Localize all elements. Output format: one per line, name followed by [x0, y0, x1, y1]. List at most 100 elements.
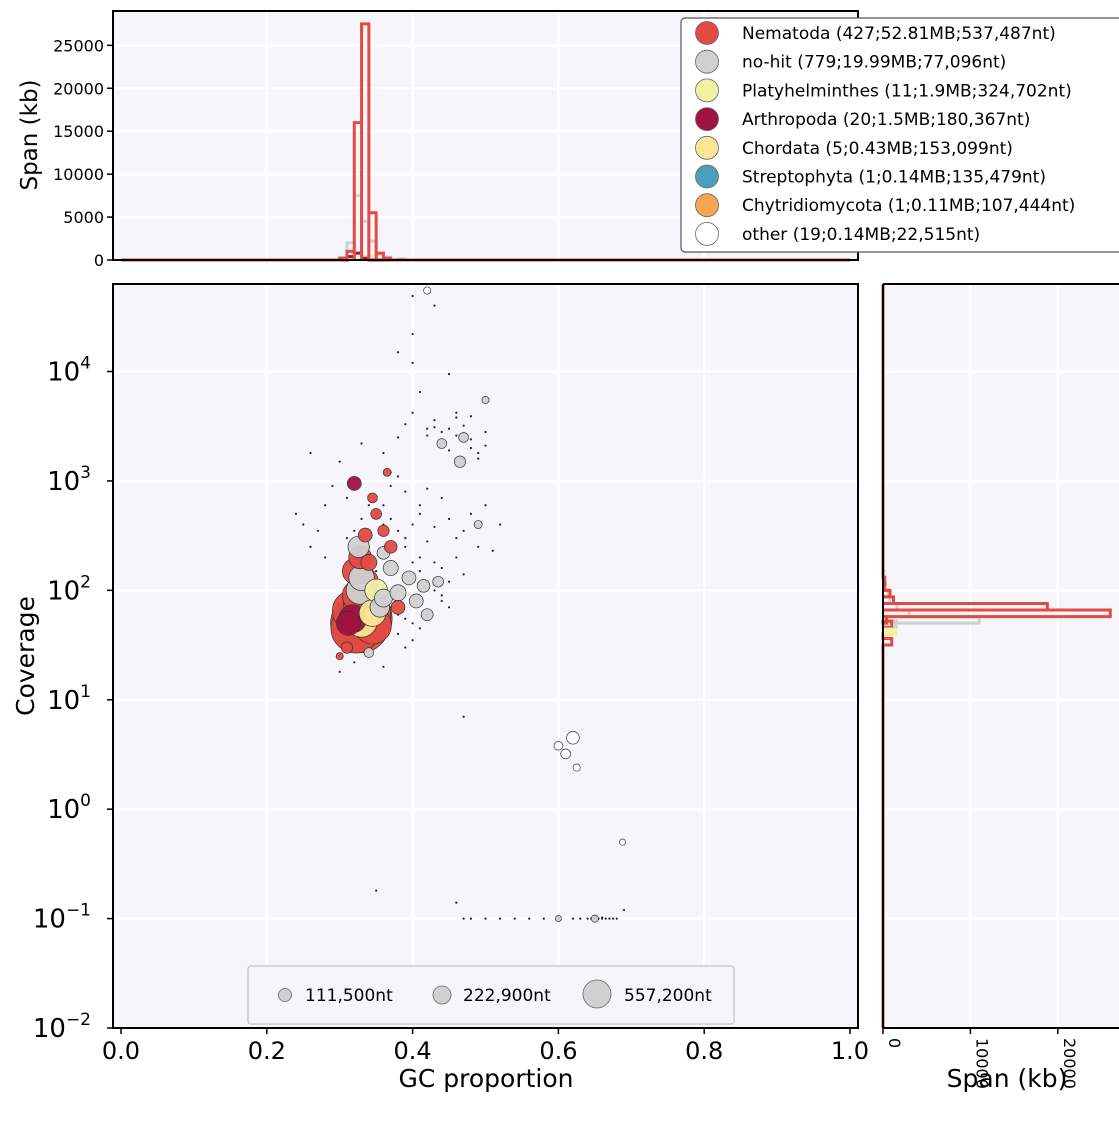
- scatter-xtick-label: 0.0: [102, 1037, 140, 1065]
- scatter-dot: [440, 430, 443, 434]
- taxon-legend-label: Nematoda (427;52.81MB;537,487nt): [742, 24, 1056, 44]
- scatter-dot: [389, 484, 392, 488]
- coverage-histogram-xtick-label: 20000: [1060, 1038, 1079, 1089]
- scatter-dot: [477, 457, 480, 460]
- scatter-dot: [498, 917, 502, 920]
- scatter-background: [113, 284, 858, 1028]
- scatter-dot: [447, 449, 451, 452]
- scatter-dot: [360, 442, 363, 445]
- taxon-legend-label: Arthropoda (20;1.5MB;180,367nt): [742, 110, 1030, 130]
- scatter-point: [357, 527, 373, 543]
- scatter-dot: [418, 390, 421, 394]
- coverage-histogram-grid: [883, 284, 1119, 1028]
- scatter-dot: [477, 545, 480, 548]
- scatter-point: [367, 492, 378, 504]
- scatter-dot: [447, 606, 451, 609]
- scatter-dot: [309, 451, 312, 455]
- gc-histogram-ytick-label: 15000: [53, 122, 104, 141]
- coverage-histogram-xlabel: Span (kb): [947, 1064, 1068, 1093]
- scatter-point: [560, 748, 571, 760]
- scatter-point: [590, 914, 599, 923]
- gc-histogram-ytick-label: 10000: [53, 165, 104, 184]
- scatter-point: [390, 599, 406, 615]
- scatter-dot: [440, 594, 443, 597]
- scatter-point: [572, 763, 581, 772]
- scatter-dot: [469, 917, 473, 920]
- scatter-dot: [469, 512, 473, 515]
- scatter-dot: [396, 632, 400, 635]
- scatter-dot: [433, 525, 436, 529]
- scatter-dot: [360, 517, 363, 520]
- scatter-dot: [447, 427, 451, 430]
- scatter-dot: [396, 475, 400, 478]
- scatter-dot: [426, 427, 429, 430]
- taxon-legend-label: other (19;0.14MB;22,515nt): [742, 225, 980, 245]
- gc-histogram-ytick-label: 0: [94, 251, 104, 270]
- scatter-dot: [484, 430, 487, 434]
- scatter-dot: [375, 569, 378, 573]
- coverage-histogram-background: [883, 284, 1119, 1028]
- taxon-legend: Nematoda (427;52.81MB;537,487nt) no-hit (…: [680, 17, 1119, 253]
- scatter-dot: [411, 561, 414, 564]
- taxon-legend-items: Nematoda (427;52.81MB;537,487nt) no-hit (…: [695, 21, 1075, 246]
- scatter-dot: [396, 529, 400, 532]
- scatter-dot: [426, 540, 429, 543]
- scatter-ytick-label: 104: [47, 354, 91, 388]
- scatter-ytick-label: 101: [47, 682, 91, 716]
- blob-scatter-panel: 111,500nt 222,900nt 557,200nt 0.0 0.2 0.4 0…: [11, 283, 869, 1093]
- scatter-dot: [433, 561, 436, 564]
- scatter-dot: [462, 917, 465, 920]
- coverage-histogram-xtick-label: 0: [885, 1038, 904, 1048]
- scatter-dot: [389, 517, 392, 520]
- scatter-dot: [353, 661, 356, 664]
- scatter-dot: [411, 294, 414, 298]
- scatter-point: [336, 610, 361, 636]
- scatter-dot: [345, 537, 349, 540]
- taxon-legend-marker: [695, 135, 719, 160]
- scatter-point: [408, 593, 424, 609]
- scatter-dot: [404, 537, 407, 540]
- taxon-legend-marker: [695, 164, 719, 189]
- scatter-dot: [411, 622, 414, 625]
- scatter-xtick-label: 0.4: [394, 1037, 432, 1065]
- coverage-histogram-step-platyhelminthes: [883, 627, 897, 636]
- scatter-dot: [404, 617, 407, 620]
- scatter-dot: [404, 490, 407, 493]
- scatter-point: [382, 467, 392, 477]
- scatter-point: [554, 915, 562, 923]
- scatter-dot: [615, 917, 618, 920]
- taxon-legend-marker: [695, 78, 719, 103]
- scatter-dot: [462, 424, 465, 427]
- scatter-point: [423, 286, 432, 295]
- scatter-xlabel: GC proportion: [399, 1064, 574, 1093]
- taxon-legend-marker: [695, 193, 719, 218]
- scatter-dot: [528, 917, 531, 920]
- scatter-dot: [455, 411, 458, 414]
- scatter-dot: [411, 639, 414, 642]
- scatter-ytick-label: 10−2: [33, 1010, 91, 1044]
- scatter-dot: [542, 917, 545, 920]
- scatter-dot: [418, 512, 421, 515]
- size-legend: 111,500nt 222,900nt 557,200nt: [247, 965, 735, 1025]
- scatter-dot: [396, 436, 400, 439]
- scatter-dot: [433, 304, 436, 307]
- scatter-point: [384, 540, 398, 554]
- scatter-dot: [404, 646, 407, 649]
- scatter-point: [382, 560, 399, 576]
- size-legend-label-medium: 222,900nt: [463, 986, 551, 1006]
- scatter-xtick-label: 0.6: [539, 1037, 577, 1065]
- taxon-legend-marker: [695, 221, 719, 246]
- taxon-legend-marker: [695, 49, 719, 74]
- scatter-dot: [455, 416, 458, 419]
- scatter-dot: [440, 599, 443, 603]
- scatter-dot: [513, 917, 516, 920]
- scatter-dot: [382, 451, 385, 455]
- gc-histogram-ytick-label: 20000: [53, 79, 104, 98]
- scatter-dot: [611, 917, 615, 920]
- scatter-dot: [498, 523, 502, 526]
- scatter-dot: [338, 670, 341, 673]
- scatter-dot: [447, 372, 451, 376]
- scatter-point: [335, 652, 344, 661]
- scatter-dot: [484, 504, 487, 507]
